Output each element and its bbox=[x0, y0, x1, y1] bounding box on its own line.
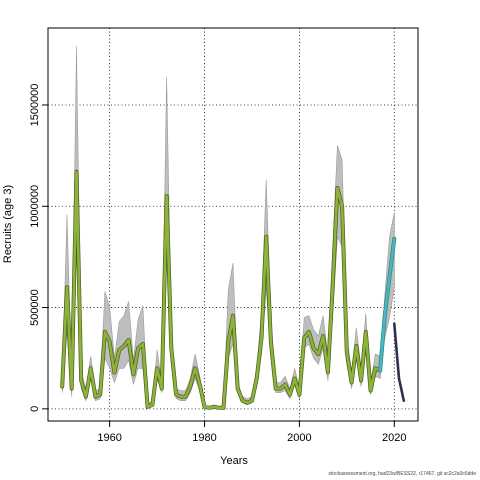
point-1969 bbox=[151, 404, 153, 406]
point-1997 bbox=[284, 383, 286, 386]
point-1995 bbox=[275, 388, 277, 390]
point-2002 bbox=[308, 331, 310, 333]
point-2011 bbox=[351, 381, 353, 384]
point-1965 bbox=[132, 373, 134, 375]
x-tick-label-1960: 1960 bbox=[97, 432, 121, 444]
point-1988 bbox=[241, 400, 244, 402]
point-2003 bbox=[313, 347, 315, 349]
point-2007 bbox=[332, 286, 334, 288]
plot-frame bbox=[47, 27, 419, 422]
point-1974 bbox=[175, 394, 177, 396]
y-axis-label: Recruits (age 3) bbox=[2, 185, 14, 263]
point-2015 bbox=[370, 390, 372, 392]
series-forecast-line bbox=[393, 322, 405, 402]
y-tick-label-500000: 500000 bbox=[29, 289, 41, 326]
point-1975 bbox=[180, 396, 182, 398]
y-tick-label-1000000: 1000000 bbox=[29, 185, 41, 228]
point-1976 bbox=[185, 396, 187, 398]
point-1960 bbox=[109, 341, 111, 343]
point-1959 bbox=[104, 331, 106, 333]
point-1992 bbox=[260, 337, 263, 339]
point-1967 bbox=[142, 343, 144, 345]
footer-note: stockassessment.org, had23w/BESS22, r174… bbox=[328, 471, 476, 477]
point-2004 bbox=[317, 353, 319, 355]
point-2016 bbox=[374, 367, 376, 369]
x-axis: 1960 1980 2000 2020 bbox=[97, 421, 407, 444]
x-axis-label: Years bbox=[220, 455, 248, 467]
point-1951 bbox=[66, 286, 68, 288]
point-1999 bbox=[294, 377, 296, 380]
point-1953 bbox=[75, 171, 78, 173]
y-axis: 0 500000 1000000 1500000 bbox=[29, 84, 48, 412]
point-2012 bbox=[355, 345, 357, 347]
point-1970 bbox=[156, 367, 158, 369]
point-1962 bbox=[118, 349, 120, 351]
point-2009 bbox=[341, 205, 343, 207]
point-1963 bbox=[123, 345, 125, 347]
point-2000 bbox=[298, 394, 300, 396]
x-tick-label-2000: 2000 bbox=[287, 432, 311, 444]
point-1968 bbox=[147, 406, 149, 408]
point-1989 bbox=[246, 402, 248, 404]
point-2001 bbox=[303, 337, 305, 339]
point-1973 bbox=[170, 347, 172, 349]
point-1979 bbox=[199, 383, 201, 386]
point-2006 bbox=[327, 371, 329, 373]
point-1954 bbox=[80, 379, 82, 382]
point-1952 bbox=[71, 388, 73, 390]
point-1971 bbox=[161, 388, 163, 390]
point-1955 bbox=[85, 396, 87, 398]
point-2013 bbox=[360, 379, 362, 382]
point-1981 bbox=[208, 407, 210, 409]
point-1978 bbox=[194, 367, 196, 369]
point-1986 bbox=[232, 315, 234, 317]
point-1958 bbox=[99, 394, 101, 396]
x-tick-label-2020: 2020 bbox=[382, 432, 406, 444]
point-1985 bbox=[227, 341, 229, 343]
point-1998 bbox=[289, 394, 291, 396]
point-2008 bbox=[336, 187, 338, 189]
point-1993 bbox=[265, 236, 267, 238]
point-2010 bbox=[346, 351, 348, 353]
point-1984 bbox=[222, 407, 225, 409]
point-1964 bbox=[128, 339, 130, 341]
point-2005 bbox=[322, 335, 324, 337]
point-1956 bbox=[90, 367, 92, 369]
point-1950 bbox=[61, 386, 63, 388]
x-tick-label-1980: 1980 bbox=[192, 432, 216, 444]
point-1990 bbox=[251, 400, 253, 402]
point-1983 bbox=[218, 407, 220, 409]
point-1972 bbox=[166, 195, 168, 197]
point-1982 bbox=[213, 406, 215, 408]
point-1987 bbox=[237, 388, 239, 390]
point-1991 bbox=[256, 377, 258, 380]
series-recent-line bbox=[378, 237, 396, 372]
y-tick-label-0: 0 bbox=[29, 406, 41, 412]
point-2017 bbox=[379, 369, 381, 371]
point-1961 bbox=[113, 371, 115, 373]
point-1996 bbox=[279, 388, 281, 390]
point-1957 bbox=[94, 396, 96, 398]
point-2014 bbox=[365, 331, 367, 333]
point-1966 bbox=[137, 347, 139, 349]
point-1980 bbox=[203, 406, 206, 408]
point-1994 bbox=[270, 341, 272, 343]
series-main-line bbox=[60, 170, 382, 410]
series-lines bbox=[60, 169, 406, 410]
point-1977 bbox=[189, 386, 191, 388]
y-tick-label-1500000: 1500000 bbox=[29, 84, 41, 127]
